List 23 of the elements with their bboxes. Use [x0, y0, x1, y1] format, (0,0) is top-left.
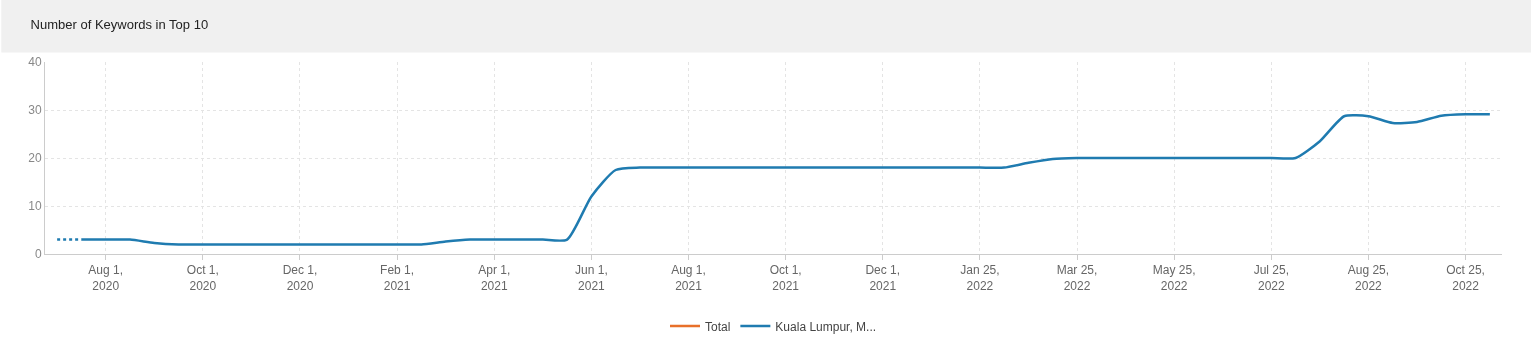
legend-label: Kuala Lumpur, M...: [775, 319, 877, 334]
x-tick-label: Apr 1, 2021: [478, 263, 511, 293]
x-tick-label: Oct 1, 2020: [186, 263, 219, 293]
x-tick-label: Dec 1, 2020: [282, 263, 318, 293]
y-tick-label: 30: [28, 103, 42, 118]
x-tick-label: Dec 1, 2021: [865, 263, 901, 293]
x-tick-label: Aug 1, 2021: [671, 263, 706, 293]
y-tick-label: 20: [28, 151, 42, 166]
x-tick-label: Feb 1, 2021: [380, 263, 415, 293]
x-tick-label: Jan 25, 2022: [960, 263, 1000, 293]
y-tick-label: 10: [28, 199, 42, 214]
x-tick-label: Jun 1, 2021: [575, 263, 608, 293]
chart-title: Number of Keywords in Top 10: [30, 17, 209, 33]
x-tick-label: Aug 1, 2020: [88, 263, 124, 293]
x-tick-label: Oct 1, 2021: [769, 263, 802, 293]
legend-label: Total: [705, 319, 731, 334]
x-tick-label: Mar 25, 2022: [1056, 263, 1098, 293]
y-tick-label: 0: [34, 247, 42, 262]
x-tick-label: Aug 25, 2022: [1347, 263, 1390, 293]
x-tick-label: Oct 25, 2022: [1446, 263, 1485, 293]
x-tick-label: Jul 25, 2022: [1253, 263, 1289, 293]
x-tick-label: May 25, 2022: [1152, 263, 1196, 293]
y-tick-label: 40: [28, 55, 42, 70]
